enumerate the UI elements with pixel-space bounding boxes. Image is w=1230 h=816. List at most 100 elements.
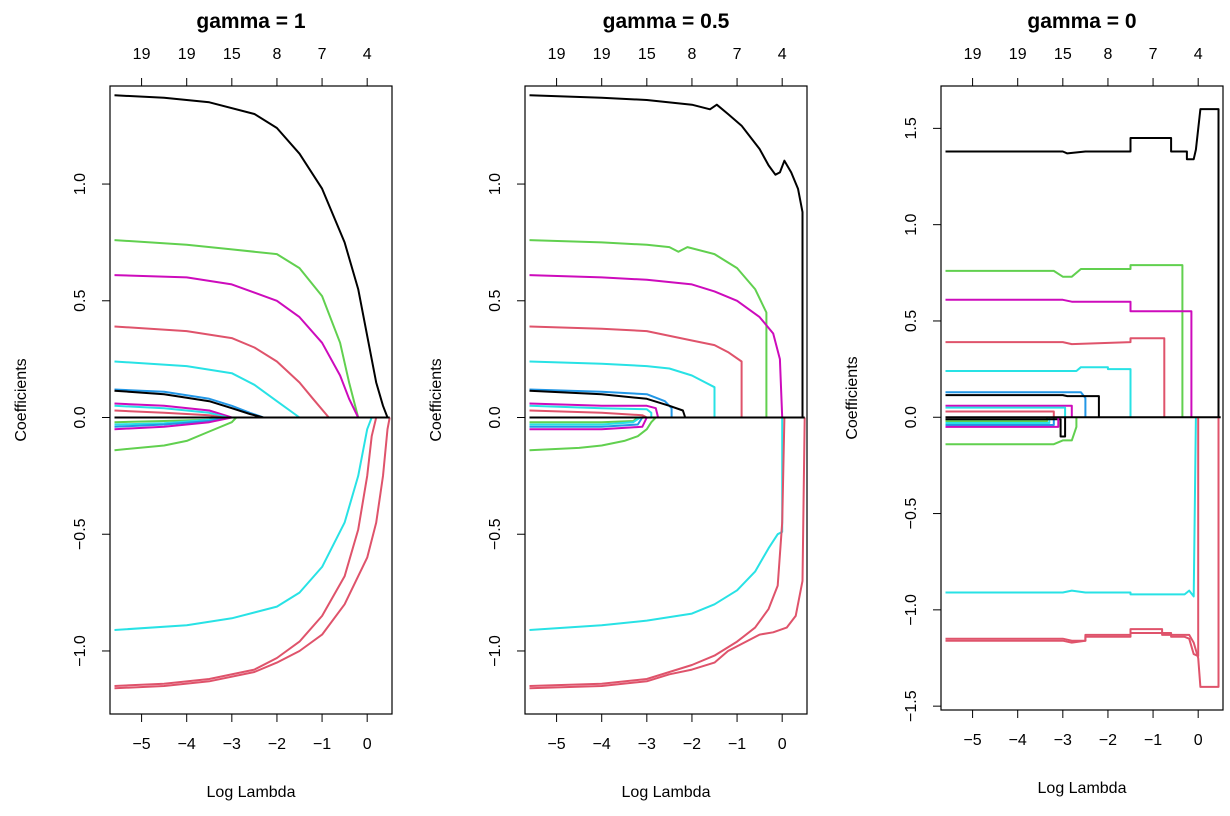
y-tick-label: 0.0 (903, 406, 920, 428)
coefficient-path-13 (945, 417, 1067, 438)
top-tick-label: 4 (1194, 46, 1203, 63)
y-axis-label: Coefficients (13, 358, 30, 441)
x-tick-label: −1 (1144, 732, 1162, 749)
x-tick-label: −2 (268, 736, 286, 753)
x-tick-label: 0 (363, 736, 372, 753)
coefficient-path-17 (114, 417, 378, 687)
plot-frame (524, 85, 808, 715)
coefficient-path-16 (114, 417, 373, 631)
panel-gamma-0: gamma = 0 −5 −4 −3 −2 −1 0 19 19 15 8 7 4 −1.5 −1.0 −0… (844, 10, 1224, 797)
x-tick-label: −5 (547, 736, 565, 753)
y-tick-label: 1.0 (487, 173, 504, 195)
axes: −5 −4 −3 −2 −1 0 19 19 15 8 7 4 −1.0 −0.5 0.0 0.5 1.0 Log… (13, 46, 393, 801)
panel-title: gamma = 0.5 (603, 10, 730, 33)
top-tick-label: 4 (778, 46, 787, 63)
coefficient-path-7 (114, 402, 233, 419)
coefficient-path-13 (114, 416, 228, 428)
coefficient-path-14 (114, 416, 233, 431)
x-tick-label: 0 (778, 736, 787, 753)
x-tick-label: −2 (683, 736, 701, 753)
panel-title: gamma = 1 (196, 10, 305, 33)
top-tick-label: 8 (1103, 46, 1112, 63)
coefficient-path-7 (529, 402, 660, 418)
coefficient-path-9 (114, 409, 223, 419)
y-tick-label: −0.5 (903, 498, 920, 530)
coefficient-path-10 (529, 416, 639, 424)
coefficient-path-8 (945, 406, 1067, 418)
coefficient-path-3 (945, 337, 1166, 418)
plot-frame (940, 85, 1224, 711)
coefficient-paths (114, 94, 391, 690)
y-tick-label: 0.0 (487, 406, 504, 428)
coefficient-path-8 (529, 404, 653, 418)
coefficient-path-14 (945, 417, 1060, 428)
coefficient-path-18 (114, 417, 391, 690)
coefficient-paths (529, 94, 806, 690)
x-tick-label: −1 (313, 736, 331, 753)
x-tick-label: −3 (638, 736, 656, 753)
top-tick-label: 15 (1054, 46, 1072, 63)
coefficient-path-12 (529, 416, 644, 428)
x-axis-label: Log Lambda (1038, 780, 1127, 797)
top-tick-label: 7 (1149, 46, 1158, 63)
coefficient-path-18 (945, 417, 1220, 688)
x-tick-label: −5 (963, 732, 981, 749)
panel-title: gamma = 0 (1027, 10, 1136, 33)
coefficient-path-15 (114, 416, 238, 452)
x-axis-label: Log Lambda (622, 784, 711, 801)
x-tick-label: −3 (1054, 732, 1072, 749)
coefficient-path-17 (945, 417, 1200, 658)
x-tick-label: 0 (1194, 732, 1203, 749)
coefficient-path-2 (114, 274, 360, 418)
y-axis-label: Coefficients (428, 358, 445, 441)
coefficient-path-4 (529, 360, 716, 418)
coefficient-path-15 (529, 417, 784, 631)
coefficient-path-0 (945, 108, 1220, 418)
plot-frame (109, 85, 393, 715)
top-tick-label: 8 (687, 46, 696, 63)
top-tick-label: 15 (223, 46, 241, 63)
coefficient-path-0 (529, 94, 804, 418)
y-tick-label: 0.5 (72, 290, 89, 312)
coefficient-path-13 (529, 417, 648, 431)
x-tick-label: −2 (1099, 732, 1117, 749)
x-tick-label: −4 (178, 736, 196, 753)
coefficient-path-5 (945, 391, 1087, 418)
coefficient-path-2 (529, 274, 784, 418)
y-tick-label: 0.5 (487, 290, 504, 312)
y-tick-label: 1.0 (903, 213, 920, 235)
coefficient-path-3 (529, 325, 743, 418)
top-tick-label: 19 (178, 46, 196, 63)
coefficient-path-6 (529, 389, 687, 418)
coefficient-path-3 (114, 325, 330, 419)
top-tick-label: 19 (1009, 46, 1027, 63)
y-tick-label: 1.5 (903, 117, 920, 139)
coefficient-path-16 (529, 417, 786, 687)
x-tick-label: −4 (1009, 732, 1027, 749)
top-tick-label: 4 (363, 46, 372, 63)
axes: −5 −4 −3 −2 −1 0 19 19 15 8 7 4 −1.0 −0.5 0.0 0.5 1.0 Log… (428, 46, 808, 801)
y-tick-label: −1.0 (903, 594, 920, 626)
x-tick-label: −4 (593, 736, 611, 753)
coefficient-path-11 (529, 416, 641, 426)
coefficient-path-15 (945, 417, 1078, 446)
coefficient-path-17 (529, 417, 806, 690)
coefficient-path-9 (529, 409, 648, 419)
x-tick-label: −1 (728, 736, 746, 753)
coefficient-path-2 (945, 298, 1193, 418)
coefficient-path-9 (945, 410, 1055, 418)
y-tick-label: −0.5 (487, 518, 504, 550)
y-tick-label: 0.0 (72, 406, 89, 428)
coefficient-path-0 (114, 94, 389, 418)
coefficient-path-1 (945, 264, 1184, 418)
coefficient-paths (945, 108, 1221, 688)
coefficient-path-16 (945, 417, 1197, 598)
top-tick-label: 19 (133, 46, 151, 63)
y-tick-label: −1.0 (72, 635, 89, 667)
coefficient-path-1 (114, 239, 360, 418)
axes: −5 −4 −3 −2 −1 0 19 19 15 8 7 4 −1.5 −1.0 −0.5 0.0 0.5 1.… (844, 46, 1224, 797)
coefficient-path-4 (114, 360, 301, 419)
coefficient-path-6 (114, 389, 264, 419)
coefficient-path-4 (945, 366, 1132, 418)
coefficient-path-5 (529, 388, 673, 418)
